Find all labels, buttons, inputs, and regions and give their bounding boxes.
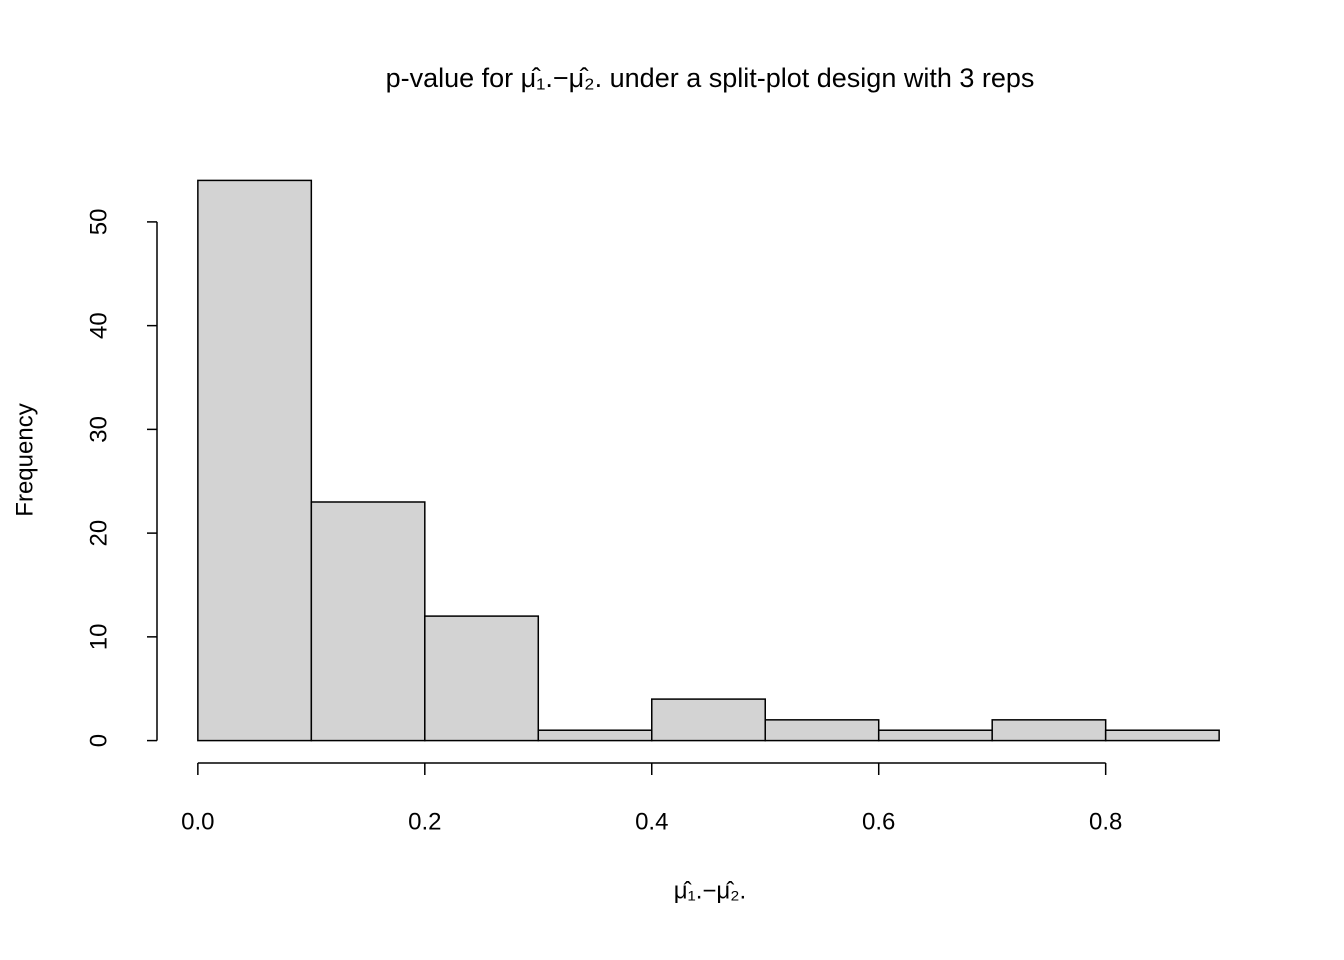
- bar: [310, 501, 426, 742]
- bar: [537, 729, 653, 742]
- y-tick-label: 10: [85, 624, 112, 651]
- bar: [991, 719, 1107, 742]
- x-tick-label: 0.0: [181, 808, 214, 835]
- y-tick-label: 50: [85, 209, 112, 236]
- x-tick-label: 0.8: [1089, 808, 1122, 835]
- bar: [651, 698, 766, 742]
- chart-title: p-value for μ̂₁.−μ̂₂. under a split-plot…: [386, 63, 1035, 93]
- y-tick-label: 30: [85, 416, 112, 443]
- y-tick-label: 20: [85, 520, 112, 547]
- x-tick-label: 0.4: [635, 808, 668, 835]
- bar: [424, 615, 540, 742]
- y-axis-label: Frequency: [11, 403, 38, 516]
- x-axis-label: μ̂₁.−μ̂₂.: [674, 877, 746, 904]
- y-tick-label: 0: [85, 734, 112, 747]
- bar: [1104, 729, 1220, 742]
- x-tick-label: 0.2: [408, 808, 441, 835]
- x-tick-label: 0.6: [862, 808, 895, 835]
- bar: [764, 719, 880, 742]
- bar: [197, 179, 313, 742]
- y-tick-label: 40: [85, 312, 112, 339]
- bar: [877, 729, 993, 742]
